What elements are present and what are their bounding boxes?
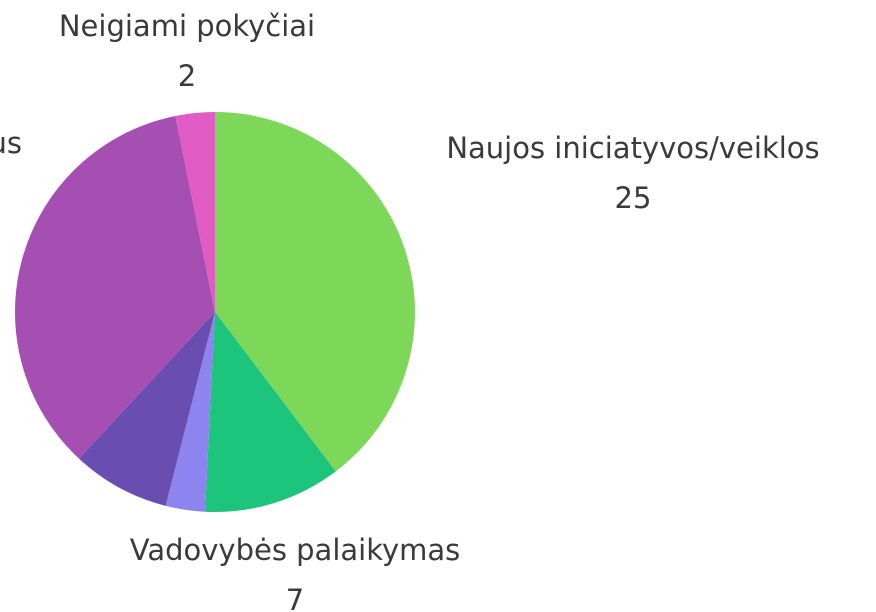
slice-value: 7 xyxy=(286,583,304,612)
slice-value: 25 xyxy=(615,181,652,215)
slice-value: 2 xyxy=(178,59,196,93)
pie-slice xyxy=(78,312,215,506)
pie-slice xyxy=(165,312,215,512)
pie-slice xyxy=(205,312,336,512)
pie-slice xyxy=(14,115,216,459)
slice-label: Naujos iniciatyvos/veiklos xyxy=(446,131,819,165)
pie-slice xyxy=(175,112,215,312)
slice-label: us xyxy=(0,126,22,160)
pie-slice xyxy=(215,112,415,472)
slice-label: Neigiami pokyčiai xyxy=(59,9,315,43)
slice-label: Vadovybės palaikymas xyxy=(130,533,461,567)
